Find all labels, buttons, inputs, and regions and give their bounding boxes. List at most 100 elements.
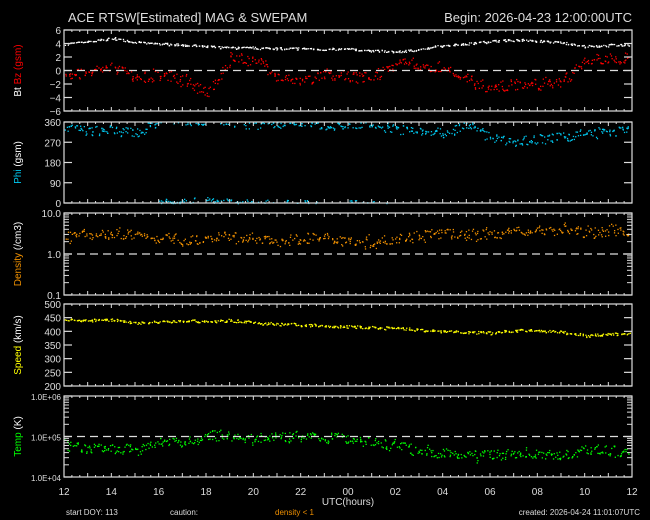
- phi-point: [348, 123, 350, 125]
- density-point: [583, 236, 585, 239]
- temp-point: [456, 456, 458, 458]
- density-point: [431, 229, 433, 231]
- phi-point: [452, 128, 455, 131]
- temp-point: [386, 448, 388, 450]
- phi-point: [454, 129, 456, 131]
- density-point: [81, 231, 84, 233]
- density-point: [271, 238, 273, 240]
- bt-point: [473, 43, 476, 46]
- temp-point: [115, 451, 117, 453]
- phi-point: [466, 122, 468, 124]
- temp-point: [404, 442, 406, 444]
- density-point: [564, 222, 566, 224]
- temp-point: [292, 433, 295, 435]
- density-point: [266, 236, 268, 238]
- speed-point: [183, 320, 185, 322]
- bz-point: [267, 73, 269, 76]
- temp-point: [68, 443, 71, 445]
- phi-point: [560, 134, 562, 136]
- density-point: [451, 235, 453, 237]
- phi-point: [286, 201, 288, 203]
- density-point: [477, 239, 479, 241]
- speed-point: [155, 321, 158, 323]
- bz-point: [624, 52, 627, 54]
- bz-point: [306, 77, 308, 80]
- bz-point: [105, 67, 107, 69]
- density-point: [493, 230, 496, 232]
- bz-point: [150, 77, 152, 79]
- density-point: [89, 237, 91, 239]
- bz-point: [100, 70, 102, 72]
- bz-point: [182, 75, 184, 77]
- bt-point: [535, 40, 538, 43]
- phi-point: [248, 128, 250, 130]
- bt-point: [122, 38, 125, 41]
- density-point: [420, 237, 422, 240]
- bt-point: [99, 39, 101, 42]
- bt-point: [573, 43, 575, 45]
- phi-point: [189, 123, 192, 125]
- bz-point: [346, 73, 348, 75]
- phi-point: [436, 130, 438, 132]
- bz-point: [286, 78, 289, 80]
- temp-point: [228, 433, 230, 435]
- phi-point: [68, 126, 70, 128]
- bz-point: [609, 53, 612, 55]
- density-point: [620, 229, 622, 231]
- density-point: [145, 237, 147, 239]
- density-point: [350, 237, 352, 239]
- temp-point: [87, 446, 89, 449]
- bt-point: [584, 47, 586, 49]
- phi-point: [142, 131, 144, 134]
- phi-point: [411, 130, 413, 132]
- speed-point: [574, 333, 576, 335]
- temp-point: [591, 450, 593, 452]
- bz-point: [102, 66, 104, 69]
- temp-point: [398, 446, 400, 448]
- phi-point: [248, 122, 251, 124]
- bt-point: [465, 44, 467, 46]
- bt-point: [609, 44, 611, 46]
- bz-point: [242, 62, 244, 64]
- bz-point: [459, 76, 462, 79]
- bz-point: [526, 87, 528, 89]
- bz-point: [204, 94, 206, 96]
- temp-point: [356, 440, 358, 442]
- speed-point: [432, 330, 434, 333]
- bz-point: [84, 74, 86, 77]
- density-point: [527, 234, 529, 236]
- speed-point: [140, 323, 142, 325]
- temp-point: [562, 456, 564, 458]
- density-point: [602, 230, 605, 232]
- phi-point: [168, 200, 170, 203]
- bt-point: [628, 45, 631, 47]
- temp-point: [110, 450, 112, 452]
- temp-point: [458, 457, 460, 459]
- bz-point: [478, 87, 480, 89]
- density-point: [332, 239, 334, 241]
- phi-point: [230, 200, 232, 202]
- phi-point: [442, 133, 444, 135]
- phi-point: [397, 127, 400, 129]
- bz-point: [494, 85, 497, 87]
- bt-point: [213, 45, 215, 48]
- bz-point: [345, 78, 347, 80]
- bz-point: [353, 73, 355, 75]
- density-point: [379, 240, 382, 242]
- bz-point: [98, 67, 100, 69]
- temp-point: [130, 444, 132, 446]
- bz-point: [144, 71, 146, 73]
- speed-point: [333, 327, 336, 329]
- bt-point: [447, 44, 450, 46]
- density-point: [173, 235, 175, 237]
- density-point: [518, 229, 521, 231]
- speed-point: [622, 333, 624, 335]
- speed-point: [490, 334, 492, 336]
- phi-point: [480, 129, 482, 131]
- temp-point: [279, 434, 281, 436]
- speed-point: [480, 331, 482, 333]
- temp-point: [372, 444, 374, 446]
- temp-point: [421, 453, 423, 455]
- speed-point: [272, 323, 274, 325]
